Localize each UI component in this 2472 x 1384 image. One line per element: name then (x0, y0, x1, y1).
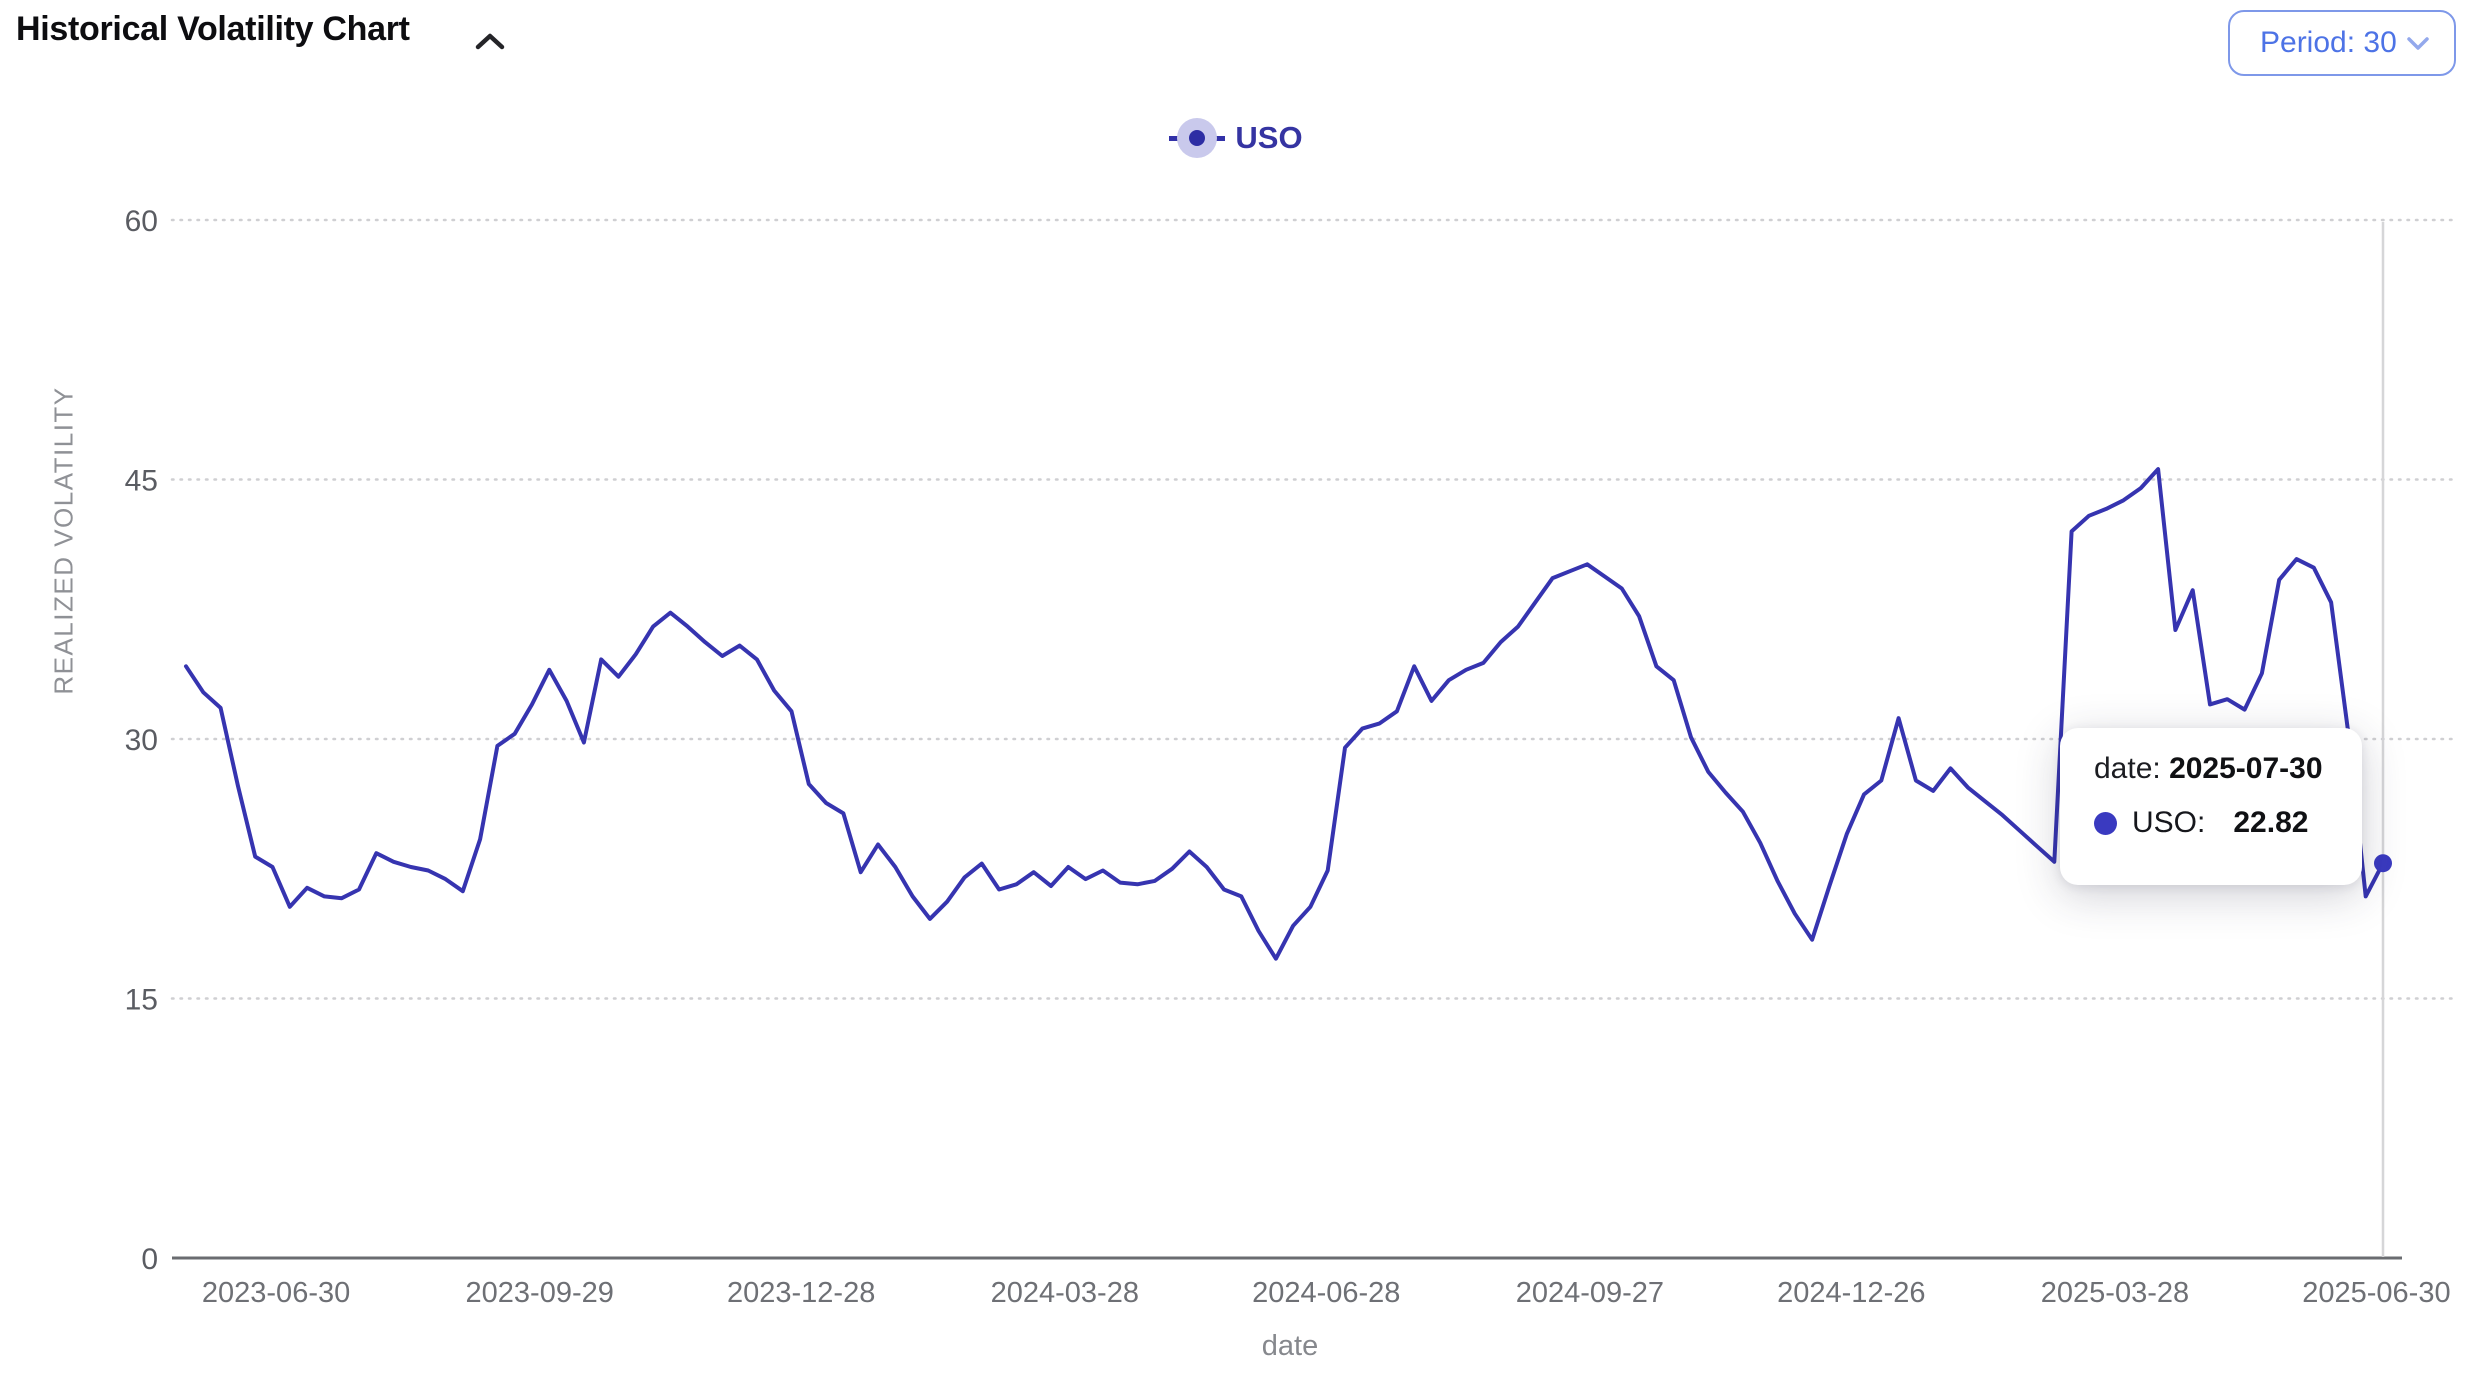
tooltip-date-row: date: 2025-07-30 (2094, 752, 2362, 786)
tooltip-series-label: USO: (2132, 806, 2206, 839)
x-axis-title: date (1261, 1330, 1319, 1362)
period-selector-label: Period: 30 (2260, 26, 2397, 59)
tooltip-date-value: 2025-07-30 (2169, 752, 2323, 785)
series-marker-icon (2094, 811, 2117, 835)
x-tick-label: 2023-06-30 (202, 1277, 350, 1309)
x-tick-label: 2024-12-26 (1777, 1277, 1925, 1309)
collapse-chevron-button[interactable] (468, 22, 512, 62)
line-marker-icon (1169, 117, 1226, 159)
chevron-down-icon (2407, 36, 2429, 50)
y-tick-label: 60 (125, 205, 158, 238)
tooltip-date-label: date: (2094, 752, 2170, 785)
x-tick-label: 2024-09-27 (1516, 1277, 1664, 1309)
tooltip-series-row: USO: 22.82 (2094, 806, 2362, 840)
x-tick-label: 2023-12-28 (727, 1277, 875, 1309)
series-line-uso (184, 467, 2385, 961)
period-selector[interactable]: Period: 30 (2228, 10, 2456, 76)
x-tick-label: 2023-09-29 (466, 1277, 614, 1309)
legend-item-label: USO (1235, 120, 1303, 155)
y-tick-label: 45 (125, 465, 158, 498)
chart-legend: USO (0, 116, 2472, 160)
hover-tooltip: date: 2025-07-30 USO: 22.82 (2060, 728, 2362, 885)
x-tick-label: 2025-06-30 (2302, 1277, 2450, 1309)
chevron-up-icon (475, 33, 505, 49)
y-tick-label: 15 (125, 984, 158, 1017)
x-tick-label: 2024-03-28 (991, 1277, 1139, 1309)
legend-item-uso[interactable]: USO (1169, 117, 1303, 159)
highlighted-point-marker (2374, 854, 2392, 873)
y-tick-label: 0 (141, 1243, 158, 1276)
y-tick-label: 30 (125, 724, 158, 757)
page-title: Historical Volatility Chart (16, 10, 410, 48)
x-tick-label: 2024-06-28 (1252, 1277, 1400, 1309)
tooltip-series-value: 22.82 (2233, 806, 2309, 839)
x-tick-label: 2025-03-28 (2041, 1277, 2189, 1309)
